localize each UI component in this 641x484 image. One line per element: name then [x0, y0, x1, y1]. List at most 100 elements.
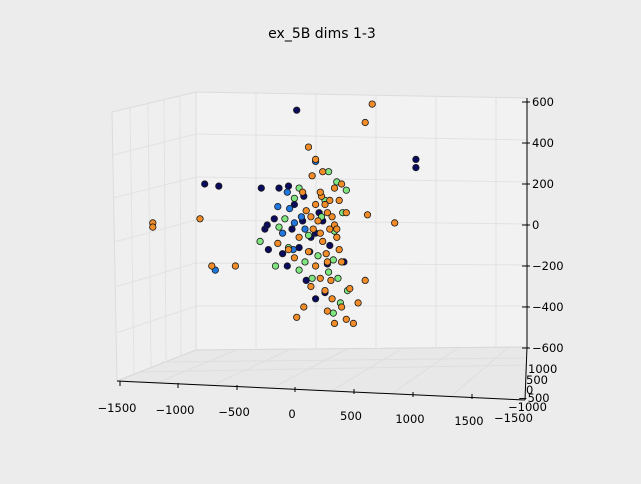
scatter-point: [323, 209, 331, 217]
scatter-point: [311, 262, 320, 270]
scatter-point: [326, 196, 334, 204]
scatter-point: [314, 217, 322, 225]
scatter-point: [337, 303, 346, 311]
scatter-point: [354, 299, 362, 307]
scatter-point: [329, 256, 337, 264]
z-axis-ticks: 600 400 200 0 −200 −400 −600: [522, 95, 564, 355]
z-tick-label: −400: [532, 300, 564, 314]
scatter-point: [278, 229, 287, 237]
scatter-point: [342, 186, 350, 194]
scatter-point: [321, 286, 329, 295]
scatter-point: [298, 188, 307, 196]
scatter-point: [307, 282, 315, 291]
scatter-point: [311, 200, 320, 209]
scatter-point: [283, 188, 291, 196]
chart-title: ex_5B dims 1-3: [268, 26, 376, 42]
scatter-point: [302, 276, 310, 284]
scatter-point: [311, 155, 320, 163]
scatter-point: [297, 213, 305, 221]
scatter-point: [330, 319, 339, 327]
y-tick-label: 0: [526, 383, 533, 397]
scatter-point: [330, 184, 339, 192]
x-tick-label: 1500: [454, 414, 483, 428]
scatter-point: [281, 215, 289, 223]
scatter-point: [322, 250, 330, 258]
scatter-point: [256, 237, 264, 245]
grid-lines: [112, 93, 528, 398]
z-tick-label: −200: [532, 259, 564, 273]
scatter-point: [308, 274, 316, 282]
z-tick-label: 600: [532, 95, 554, 109]
scatter-point: [316, 188, 324, 196]
z-tick-label: 200: [532, 177, 554, 191]
scatter-point: [333, 225, 341, 233]
scatter-point: [342, 209, 350, 217]
scatter-point: [335, 196, 343, 204]
scatter-point: [208, 262, 216, 270]
scatter-point: [412, 164, 420, 172]
x-tick-label: 0: [288, 407, 295, 421]
scatter-point: [304, 231, 313, 239]
scatter-point: [308, 172, 316, 180]
y-tick-label: 1000: [528, 362, 557, 376]
scatter-point: [324, 268, 333, 276]
scatter-point: [302, 207, 310, 215]
scatter-point: [361, 118, 369, 127]
scatter-point: [274, 203, 282, 211]
scatter-point: [295, 266, 303, 274]
scatter-point: [316, 229, 324, 237]
scatter-point: [293, 106, 301, 114]
scatter-point: [329, 309, 337, 317]
y-tick-label: −1500: [494, 411, 533, 425]
scatter-point: [328, 295, 336, 303]
scatter-point: [278, 250, 287, 258]
x-tick-label: −1000: [156, 403, 195, 417]
y-axis-line: [524, 346, 528, 401]
scatter-point: [334, 274, 342, 282]
scatter-points: [149, 100, 420, 327]
scatter-point: [328, 213, 336, 221]
scatter-point: [201, 180, 209, 188]
scatter-point: [196, 215, 204, 223]
scatter-point: [342, 315, 350, 323]
scatter-point: [264, 246, 272, 254]
scatter-point: [275, 223, 283, 231]
scatter-point: [337, 258, 346, 266]
scatter-point: [326, 241, 334, 250]
scatter-point: [290, 219, 298, 227]
scatter-point: [327, 276, 335, 284]
scatter-point: [316, 274, 324, 282]
y-tick-label: −500: [518, 391, 550, 405]
scatter-point: [326, 225, 334, 233]
scatter-point: [257, 184, 265, 192]
x-axis-line: [116, 380, 526, 401]
scatter-point: [323, 307, 331, 315]
scatter-point: [288, 225, 296, 233]
scatter-point: [363, 211, 372, 219]
scatter-point: [283, 262, 291, 270]
scatter-point: [314, 252, 322, 260]
scatter-point: [311, 295, 320, 303]
scatter-point: [274, 239, 282, 247]
left-pane: [111, 91, 197, 382]
scatter-point: [304, 248, 313, 256]
scatter-point: [309, 225, 317, 233]
scatter-point: [337, 180, 346, 188]
scatter-point: [319, 168, 327, 176]
x-tick-label: 500: [340, 409, 362, 423]
scatter-point: [335, 246, 343, 254]
x-tick-label: −500: [218, 405, 250, 419]
scatter-point: [295, 233, 303, 241]
scatter-point: [300, 303, 308, 311]
scatter-point: [284, 246, 293, 254]
scatter-point: [361, 276, 369, 284]
scatter-point: [231, 262, 239, 270]
scatter-point: [304, 143, 313, 151]
scatter-point: [391, 219, 399, 227]
scatter-point: [307, 213, 315, 221]
scatter-point: [215, 182, 223, 190]
scatter-point: [319, 237, 327, 245]
x-axis-ticks: −1500 −1000 −500 0 500 1000 1500: [98, 381, 484, 428]
scatter-point: [349, 319, 357, 327]
x-tick-label: −1500: [98, 401, 137, 415]
